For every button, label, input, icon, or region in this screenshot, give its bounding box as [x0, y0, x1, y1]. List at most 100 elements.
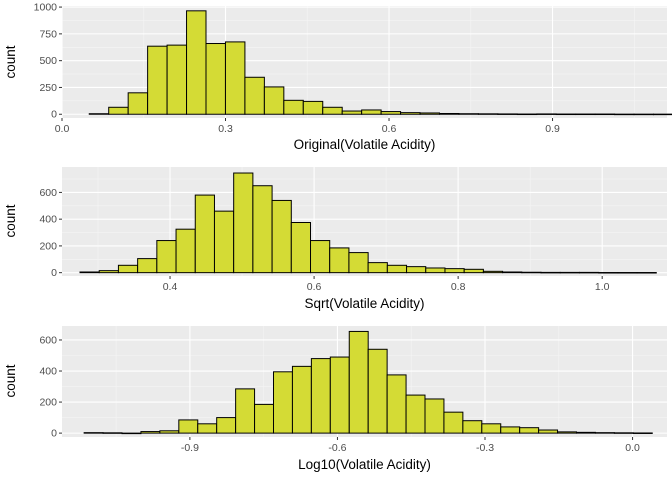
histogram-bar: [633, 113, 655, 116]
histogram-bar: [233, 172, 254, 274]
histogram-bar: [386, 374, 407, 434]
y-tick-label: 750: [39, 28, 57, 40]
histogram-bar: [598, 272, 619, 274]
histogram-bar: [235, 388, 256, 434]
histogram-bar: [310, 358, 331, 434]
histogram-bar: [290, 222, 312, 274]
histogram-bar: [380, 111, 402, 115]
histogram-bar: [536, 113, 557, 115]
histogram-bar: [636, 272, 657, 274]
histogram-bar: [108, 106, 129, 115]
histogram-bar: [613, 432, 634, 434]
histogram-bar: [419, 112, 440, 115]
histogram-bar: [632, 432, 653, 434]
histogram-bar: [559, 271, 580, 274]
histogram-bar: [348, 330, 369, 434]
histogram-bar: [617, 272, 638, 274]
histogram-bar: [88, 113, 110, 115]
x-tick-label: 0.9: [545, 123, 560, 135]
histogram-bar: [79, 271, 100, 274]
histogram-bar: [516, 113, 538, 116]
histogram-bar: [102, 432, 123, 434]
histogram-bar: [283, 99, 304, 115]
histogram-bar: [348, 252, 369, 274]
histogram-bar: [156, 240, 177, 274]
histogram-bar: [159, 430, 180, 434]
histogram-bar: [83, 432, 104, 434]
histogram-bar: [502, 271, 523, 274]
histogram-bar: [594, 432, 615, 434]
y-tick-label: 200: [39, 397, 57, 409]
histogram-bar: [175, 228, 196, 274]
y-tick-label: 200: [39, 240, 57, 252]
histogram-bar: [463, 268, 484, 274]
histogram-bar: [197, 423, 218, 434]
x-tick-label: -0.6: [328, 442, 346, 454]
histogram-bar: [140, 431, 161, 434]
y-tick-label: 400: [39, 214, 57, 226]
histogram-bar: [540, 271, 561, 274]
histogram-bar: [425, 267, 446, 274]
histogram-bar: [224, 41, 246, 115]
histogram-bar: [519, 427, 540, 434]
histogram-bar: [252, 185, 273, 274]
histogram-bar: [310, 240, 331, 274]
x-tick-label: -0.3: [476, 442, 494, 454]
histogram-bar: [578, 271, 600, 274]
x-tick-label: 0.0: [55, 123, 70, 135]
histogram-bar: [121, 432, 142, 435]
y-tick-label: 600: [39, 334, 57, 346]
histogram-bar: [361, 109, 382, 115]
histogram-bar: [521, 271, 542, 274]
histogram-bar: [614, 113, 635, 116]
histogram-bar: [244, 76, 265, 115]
histogram-bar: [137, 258, 158, 274]
x-axis-title-sqrt: Sqrt(Volatile Acidity): [304, 296, 424, 311]
histogram-bar: [594, 113, 616, 116]
histogram-bar: [406, 266, 427, 274]
histogram-bar: [213, 210, 235, 274]
histogram-bar: [444, 268, 465, 274]
histogram-bar: [329, 247, 350, 274]
x-tick-label: 0.8: [451, 281, 466, 293]
y-axis-title-log10: count: [3, 364, 18, 397]
histogram-bar: [271, 199, 292, 274]
y-tick-label: 600: [39, 187, 57, 199]
histogram-bar: [400, 112, 421, 115]
histogram-bar: [477, 113, 499, 115]
histogram-bar: [322, 106, 343, 115]
y-axis-title-original: count: [3, 45, 18, 78]
histogram-bar: [367, 348, 388, 434]
x-tick-label: 0.3: [218, 123, 233, 135]
histogram-bar: [254, 403, 275, 434]
histogram-bar: [147, 45, 168, 115]
histogram-bar: [497, 113, 518, 115]
histogram-bar: [458, 113, 479, 115]
histogram-bar: [178, 419, 199, 434]
histogram-bar: [443, 411, 464, 434]
y-tick-label: 400: [39, 366, 57, 378]
histogram-bar: [482, 270, 504, 274]
histogram-bar: [575, 113, 596, 116]
histogram-bar: [216, 417, 237, 434]
x-tick-label: 0.4: [163, 281, 178, 293]
x-tick-label: 0.6: [382, 123, 397, 135]
histogram-panel-log10: -0.9 -0.6 -0.3 0.0 0 200 400 600 Log10(Volatile …: [3, 326, 667, 472]
histogram-bar: [555, 113, 577, 116]
y-tick-label: 1000: [34, 2, 58, 14]
histogram-bar: [302, 100, 324, 115]
histogram-bar: [653, 113, 672, 116]
histogram-bar: [575, 431, 596, 434]
histogram-bar: [291, 365, 312, 434]
histogram-bar: [263, 86, 285, 115]
y-tick-label: 500: [39, 55, 57, 67]
histogram-bar: [186, 10, 207, 115]
histogram-bar: [386, 264, 408, 274]
histogram-bar: [166, 44, 188, 115]
histogram-bar: [329, 356, 350, 434]
y-tick-label: 250: [39, 82, 57, 94]
histogram-bar: [538, 429, 559, 434]
histogram-panel-sqrt: 0.4 0.6 0.8 1.0 0 200 400 600 Sqrt(Volatile Acid…: [3, 167, 667, 311]
histogram-bar: [438, 112, 460, 115]
